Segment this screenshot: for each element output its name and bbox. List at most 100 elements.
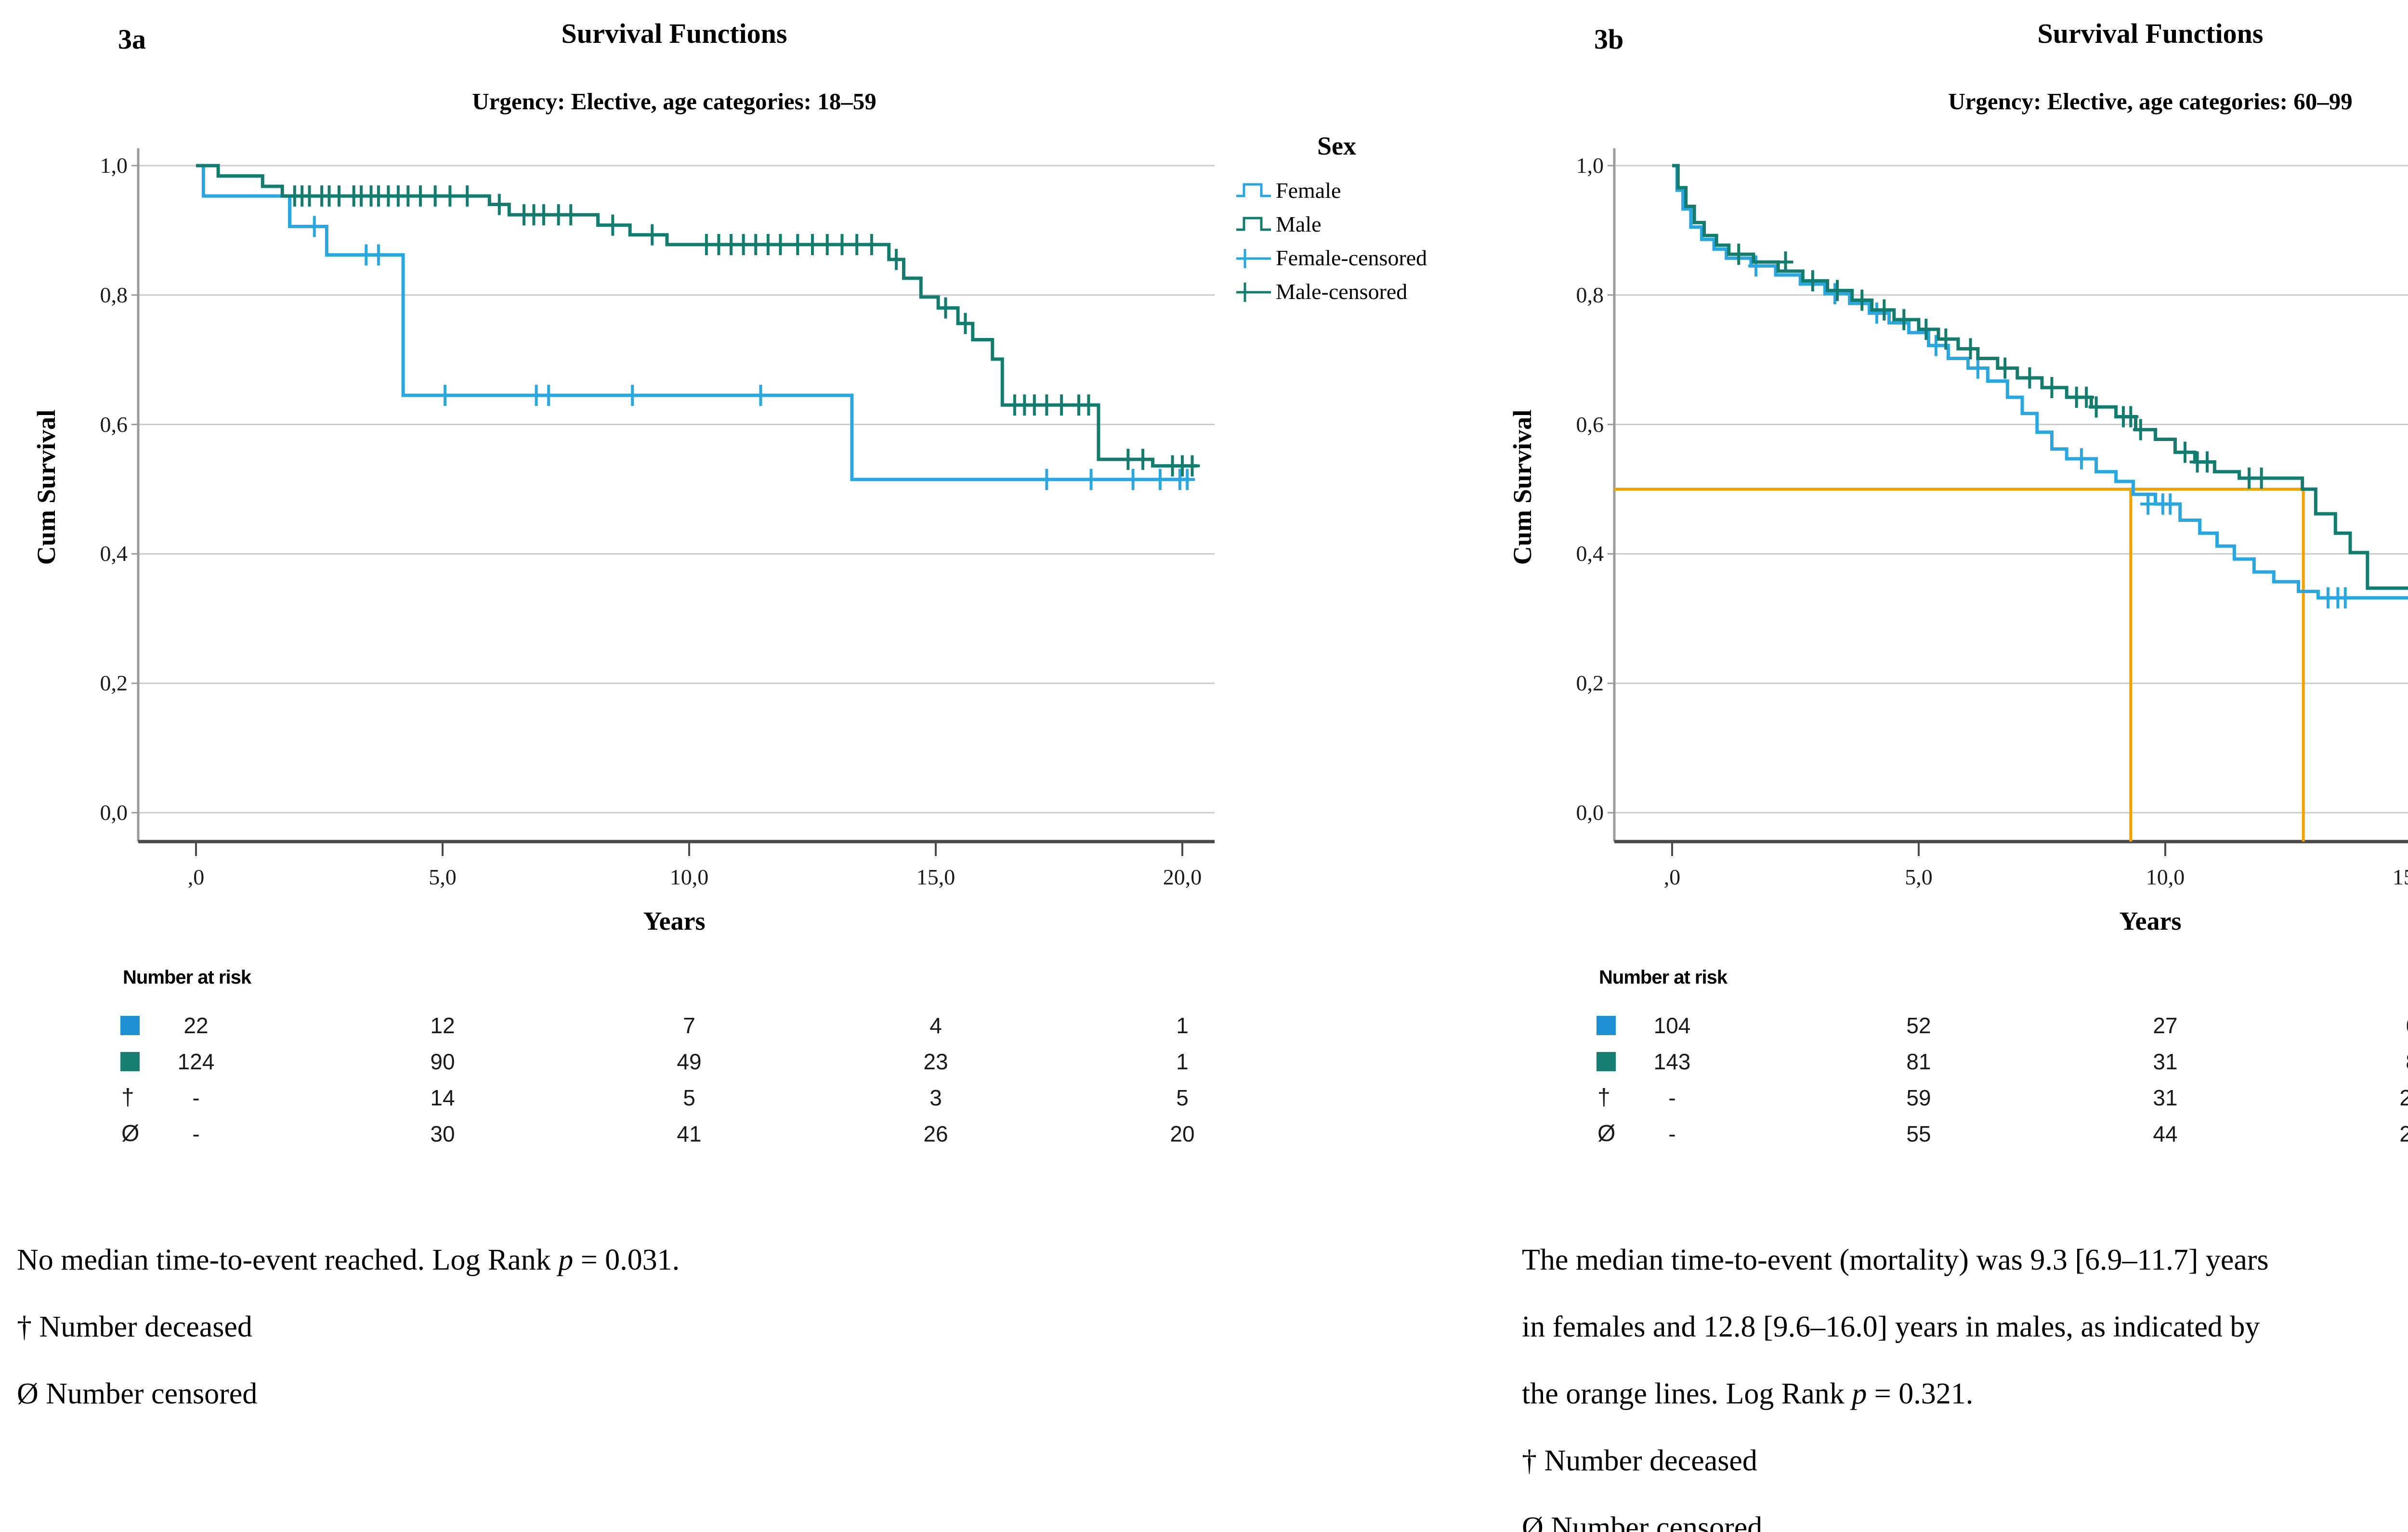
risk-count: 20 bbox=[1170, 1121, 1195, 1146]
chart-title: Survival Functions bbox=[561, 18, 787, 49]
caption-text: = 0.321. bbox=[1867, 1377, 1974, 1410]
legend-entry-label: Female-censored bbox=[1276, 245, 1427, 270]
panel-3a: 3a Survival Functions Urgency: Elective,… bbox=[0, 18, 1476, 1428]
risk-table-header: Number at risk bbox=[1599, 967, 1727, 988]
risk-group-swatch bbox=[120, 1052, 140, 1071]
oslash-censored-icon: Ø bbox=[121, 1121, 140, 1146]
x-axis-tick-label: 20,0 bbox=[1163, 865, 1202, 889]
x-axis-tick-label: 15,0 bbox=[916, 865, 955, 889]
legend-entry-male-censored: Male-censored bbox=[1235, 274, 1476, 308]
chart-title: Survival Functions bbox=[2037, 18, 2264, 49]
km-curve-female bbox=[196, 164, 1190, 481]
caption-text: † Number deceased bbox=[1522, 1444, 1757, 1477]
panel-3b: 3b Survival Functions Urgency: Elective,… bbox=[1476, 0, 2408, 1532]
risk-table-row: Ø-5544248 bbox=[1476, 1120, 2408, 1147]
caption-line: Ø Number censored bbox=[1522, 1494, 2408, 1532]
risk-count: 59 bbox=[1906, 1085, 1931, 1110]
risk-count: - bbox=[192, 1085, 200, 1110]
step-line-icon bbox=[1236, 217, 1271, 231]
risk-table-row: 22 12 7 4 1 bbox=[0, 1012, 1476, 1039]
risk-count: 52 bbox=[1906, 1013, 1931, 1038]
censor-cross-icon bbox=[1236, 249, 1271, 268]
caption-line: The median time-to-event (mortality) was… bbox=[1522, 1227, 2408, 1294]
x-axis-tick-label: 5,0 bbox=[1905, 865, 1933, 889]
survival-plot-3b bbox=[1608, 148, 2408, 856]
caption-text: Ø Number censored bbox=[17, 1377, 258, 1410]
x-axis-tick-label: 15,0 bbox=[2392, 865, 2408, 889]
survival-plot-3a bbox=[131, 148, 1215, 856]
legend-entry-label: Female bbox=[1276, 178, 1341, 203]
km-curve-male bbox=[196, 164, 1197, 468]
x-axis-tick-label: ,0 bbox=[1663, 865, 1681, 889]
legend-entry-label: Male-censored bbox=[1276, 279, 1408, 304]
caption-text: in females and 12.8 [9.6–16.0] years in … bbox=[1522, 1311, 2260, 1343]
risk-count: - bbox=[1668, 1121, 1676, 1146]
risk-count: 26 bbox=[923, 1121, 948, 1146]
legend-title: Sex bbox=[1317, 131, 1356, 160]
chart-subtitle: Urgency: Elective, age categories: 60–99 bbox=[1948, 88, 2353, 115]
risk-count: 6 bbox=[2359, 1012, 2408, 1039]
risk-count: 31 bbox=[2153, 1049, 2178, 1074]
y-axis-tick-label: 0,8 bbox=[1576, 282, 1604, 307]
risk-count: 7 bbox=[683, 1013, 695, 1038]
figure-caption-3b: The median time-to-event (mortality) was… bbox=[1522, 1227, 2408, 1532]
risk-count: 3 bbox=[929, 1085, 942, 1110]
risk-count: 8 bbox=[2359, 1048, 2408, 1075]
risk-count: 124 bbox=[177, 1049, 215, 1074]
risk-count: 5 bbox=[1176, 1085, 1189, 1110]
risk-table-row: 143813181 bbox=[1476, 1048, 2408, 1075]
risk-table-row: 104522760 bbox=[1476, 1012, 2408, 1039]
legend-entries: Female Male Female-censored Male-censored bbox=[1235, 173, 1476, 308]
caption-line: in females and 12.8 [9.6–16.0] years in … bbox=[1522, 1294, 2408, 1361]
caption-line: Ø Number censored bbox=[17, 1361, 1442, 1428]
y-axis-label: Cum Survival bbox=[1508, 409, 1537, 565]
caption-text: † Number deceased bbox=[17, 1311, 252, 1343]
dagger-deceased-icon: † bbox=[1597, 1085, 1610, 1110]
y-axis-tick-label: 0,4 bbox=[1576, 541, 1604, 566]
risk-table-row: †-5931205 bbox=[1476, 1084, 2408, 1111]
legend: Sex Female Male Female-censored Male-censor… bbox=[1235, 131, 1476, 308]
risk-count: 31 bbox=[2153, 1085, 2178, 1110]
oslash-censored-icon: Ø bbox=[1597, 1121, 1616, 1146]
caption-text: No median time-to-event reached. Log Ran… bbox=[17, 1244, 559, 1276]
dagger-deceased-icon: † bbox=[121, 1085, 134, 1110]
risk-count: 30 bbox=[430, 1121, 455, 1146]
risk-table-row: † - 14 5 3 5 bbox=[0, 1084, 1476, 1111]
risk-count: 14 bbox=[430, 1085, 455, 1110]
panel-label-3b: 3b bbox=[1594, 24, 1624, 55]
caption-text: Ø Number censored bbox=[1522, 1511, 1763, 1532]
risk-count: - bbox=[1668, 1085, 1676, 1110]
y-axis-tick-label: 0,8 bbox=[100, 282, 128, 307]
risk-count: 1 bbox=[1176, 1049, 1189, 1074]
risk-count: 81 bbox=[1906, 1049, 1931, 1074]
legend-entry-female-censored: Female-censored bbox=[1235, 241, 1476, 274]
caption-text: the orange lines. Log Rank bbox=[1522, 1377, 1852, 1410]
y-axis-tick-label: 0,6 bbox=[1576, 412, 1604, 437]
caption-line: No median time-to-event reached. Log Ran… bbox=[17, 1227, 1442, 1294]
caption-text: p bbox=[558, 1244, 574, 1276]
risk-count: 5 bbox=[683, 1085, 695, 1110]
censor-marks-male bbox=[1731, 244, 2408, 590]
legend-entry-label: Male bbox=[1276, 211, 1322, 236]
risk-count: 44 bbox=[2153, 1121, 2178, 1146]
caption-line: the orange lines. Log Rank p = 0.321. bbox=[1522, 1361, 2408, 1428]
risk-count: 143 bbox=[1653, 1049, 1691, 1074]
y-axis-tick-label: 0,4 bbox=[100, 541, 128, 566]
x-axis-tick-label: 5,0 bbox=[429, 865, 457, 889]
risk-table-header: Number at risk bbox=[123, 967, 251, 988]
legend-entry-male: Male bbox=[1235, 207, 1476, 241]
risk-count: - bbox=[192, 1121, 200, 1146]
risk-count: 104 bbox=[1653, 1013, 1691, 1038]
caption-line: † Number deceased bbox=[1522, 1428, 2408, 1494]
y-axis-tick-label: 1,0 bbox=[1576, 153, 1604, 178]
panel-label-3a: 3a bbox=[118, 24, 146, 55]
caption-text: The median time-to-event (mortality) was… bbox=[1522, 1244, 2269, 1276]
censor-marks-male bbox=[287, 185, 1200, 477]
figure-caption-3a: No median time-to-event reached. Log Ran… bbox=[17, 1227, 1442, 1428]
risk-count: 55 bbox=[1906, 1121, 1931, 1146]
y-axis-tick-label: 0,6 bbox=[100, 412, 128, 437]
y-axis-label: Cum Survival bbox=[32, 409, 61, 565]
risk-count: 22 bbox=[183, 1013, 209, 1038]
risk-count: 23 bbox=[923, 1049, 948, 1074]
censor-marks-female bbox=[306, 216, 1195, 490]
